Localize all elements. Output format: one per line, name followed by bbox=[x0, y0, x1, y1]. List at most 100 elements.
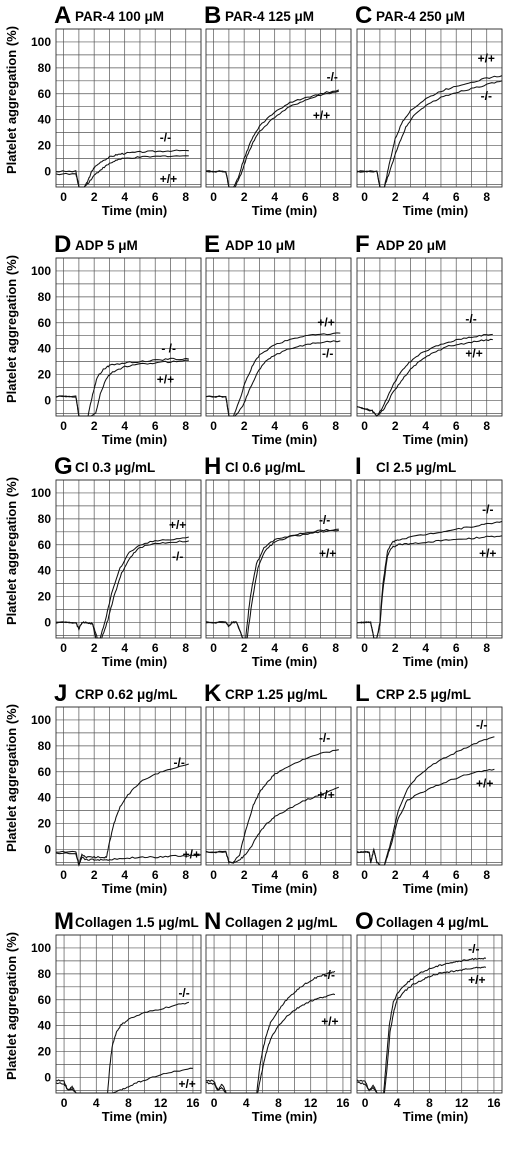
panel-title: CRP 0.62 μg/mL bbox=[75, 687, 178, 702]
panel-title: CRP 2.5 μg/mL bbox=[376, 687, 471, 702]
panel-title: Cl 2.5 μg/mL bbox=[376, 460, 456, 475]
grid-J bbox=[56, 706, 202, 865]
x-tick-label: 2 bbox=[392, 641, 399, 655]
x-tick-label: 4 bbox=[121, 190, 128, 204]
x-axis-label: Time (min) bbox=[252, 203, 318, 218]
series-label: +/+ bbox=[478, 52, 495, 66]
grid-A bbox=[56, 28, 202, 187]
x-axis-label: Time (min) bbox=[403, 203, 469, 218]
panel-A: A PAR-4 100 μM 0 2 4 6 8 Time (min) 0 20 40 60 80 100… bbox=[4, 2, 202, 218]
grid-O bbox=[357, 934, 502, 1093]
x-tick-label: 0 bbox=[210, 868, 217, 882]
x-tick-label: 6 bbox=[453, 868, 460, 882]
x-tick-label: 12 bbox=[455, 1096, 469, 1110]
x-tick-label: 2 bbox=[241, 419, 248, 433]
series-label: -/- bbox=[160, 131, 171, 145]
plot-frame bbox=[55, 934, 202, 1094]
trace-E--/- bbox=[205, 340, 341, 417]
series-label: +/+ bbox=[317, 316, 334, 330]
y-tick-label: 40 bbox=[38, 113, 52, 127]
series-label: +/+ bbox=[476, 776, 493, 790]
y-tick-label: 100 bbox=[31, 713, 51, 727]
x-tick-label: 4 bbox=[394, 1096, 401, 1110]
plot-frame bbox=[205, 934, 352, 1094]
trace-I--/- bbox=[356, 520, 503, 639]
x-tick-label: 0 bbox=[210, 190, 217, 204]
panel-letter: A bbox=[54, 2, 71, 29]
x-tick-label: 8 bbox=[332, 190, 339, 204]
x-tick-label: 8 bbox=[332, 868, 339, 882]
series-label: - /- bbox=[161, 342, 176, 356]
panel-title: PAR-4 100 μM bbox=[75, 9, 164, 24]
x-tick-label: 4 bbox=[121, 868, 128, 882]
series-label: -/- bbox=[172, 549, 183, 563]
x-tick-label: 4 bbox=[271, 190, 278, 204]
x-axis-label: Time (min) bbox=[102, 432, 168, 447]
x-tick-label: 8 bbox=[332, 419, 339, 433]
x-tick-label: 4 bbox=[422, 419, 429, 433]
x-tick-label: 0 bbox=[362, 1096, 369, 1110]
y-tick-label: 20 bbox=[38, 139, 52, 153]
x-tick-label: 8 bbox=[426, 1096, 433, 1110]
panel-letter: B bbox=[204, 2, 221, 29]
panel-C: C PAR-4 250 μM 0 2 4 6 8 Time (min) +/+ -/- bbox=[355, 2, 503, 218]
plot-frame bbox=[55, 257, 202, 417]
x-tick-label: 4 bbox=[271, 419, 278, 433]
x-tick-label: 6 bbox=[152, 419, 159, 433]
series-label: +/+ bbox=[183, 848, 200, 862]
panel-letter: O bbox=[355, 908, 374, 935]
series-label: -/- bbox=[482, 503, 493, 517]
series-label: +/+ bbox=[465, 347, 482, 361]
grid-F bbox=[357, 257, 503, 416]
grid-M bbox=[56, 934, 201, 1093]
trace-O-+/+ bbox=[356, 966, 487, 1094]
x-axis-label: Time (min) bbox=[102, 1109, 168, 1124]
x-tick-label: 2 bbox=[241, 641, 248, 655]
series-label: -/- bbox=[476, 718, 487, 732]
x-axis-label: Time (min) bbox=[403, 1109, 469, 1124]
x-tick-label: 16 bbox=[487, 1096, 501, 1110]
trace-J--/- bbox=[56, 763, 189, 867]
plot-frame bbox=[205, 479, 352, 639]
panel-E: E ADP 10 μM 0 2 4 6 8 Time (min) +/+ -/- bbox=[204, 231, 352, 447]
x-tick-label: 0 bbox=[210, 419, 217, 433]
y-tick-label: 80 bbox=[38, 290, 52, 304]
series-label: -/- bbox=[481, 89, 492, 103]
panel-title: Collagen 4 μg/mL bbox=[376, 915, 489, 930]
panel-title: Collagen 2 μg/mL bbox=[225, 915, 338, 930]
panel-K: K CRP 1.25 μg/mL 0 2 4 6 8 Time (min) -/- +/+ bbox=[204, 680, 352, 896]
y-tick-label: 20 bbox=[38, 590, 52, 604]
series-label: -/- bbox=[322, 347, 333, 361]
series-label: -/- bbox=[327, 70, 338, 84]
x-tick-label: 4 bbox=[422, 190, 429, 204]
plot-frame bbox=[356, 28, 503, 188]
x-axis-label: Time (min) bbox=[102, 654, 168, 669]
panel-O: O Collagen 4 μg/mL 0 4 8 12 16 Time (min) -/- +/+ bbox=[355, 908, 503, 1124]
x-tick-label: 2 bbox=[241, 868, 248, 882]
series-label: +/+ bbox=[479, 547, 496, 561]
grid-N bbox=[206, 934, 351, 1093]
panel-letter: M bbox=[54, 908, 74, 935]
x-axis-label: Time (min) bbox=[252, 654, 318, 669]
series-label: -/- bbox=[178, 986, 189, 1000]
grid-L bbox=[357, 706, 503, 865]
series-label: -/- bbox=[468, 942, 479, 956]
x-tick-label: 8 bbox=[182, 190, 189, 204]
y-tick-label: 80 bbox=[38, 512, 52, 526]
y-axis-label: Platelet aggregation (%) bbox=[4, 255, 19, 403]
panel-letter: D bbox=[54, 231, 71, 258]
panel-title: PAR-4 125 μM bbox=[225, 9, 314, 24]
panel-letter: G bbox=[54, 453, 73, 480]
series-label: +/+ bbox=[317, 788, 334, 802]
x-tick-label: 6 bbox=[152, 641, 159, 655]
trace-F-+/+ bbox=[356, 338, 493, 417]
series-label: +/+ bbox=[157, 373, 174, 387]
panel-title: ADP 20 μM bbox=[376, 238, 446, 253]
y-tick-label: 20 bbox=[38, 817, 52, 831]
y-tick-label: 40 bbox=[38, 791, 52, 805]
series-label: +/+ bbox=[321, 1015, 338, 1029]
trace-G--/- bbox=[55, 540, 189, 639]
panel-letter: L bbox=[355, 680, 370, 707]
x-tick-label: 8 bbox=[182, 868, 189, 882]
